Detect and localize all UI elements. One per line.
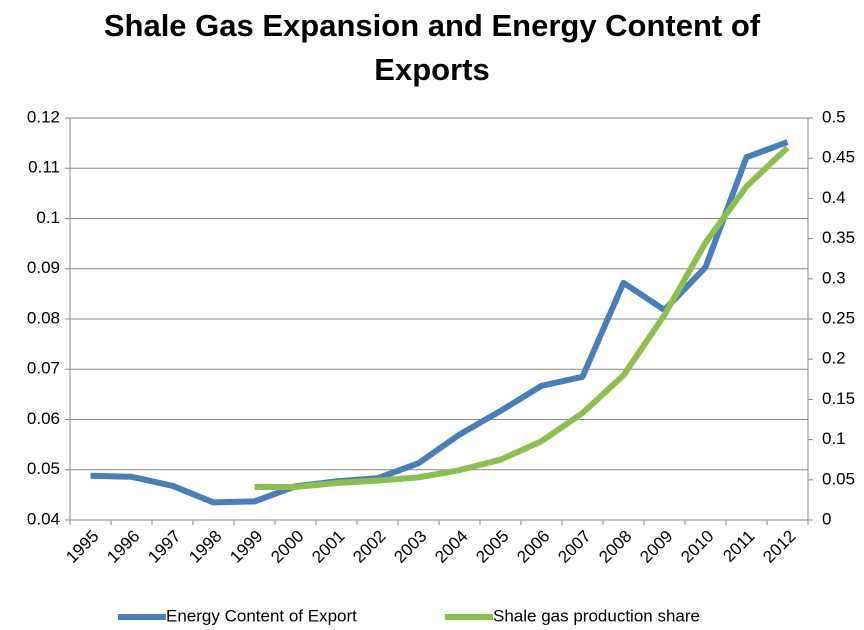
y2-tick-label: 0.15: [822, 389, 855, 408]
x-tick-label: 2003: [390, 527, 430, 567]
x-tick-label: 2005: [472, 527, 512, 567]
x-tick-label: 2010: [677, 527, 717, 567]
y2-tick-label: 0.25: [822, 308, 855, 327]
y2-tick-label: 0.45: [822, 148, 855, 167]
x-tick-label: 1996: [103, 527, 143, 567]
x-tick-label: 1999: [226, 527, 266, 567]
x-tick-label: 2007: [554, 527, 594, 567]
y2-tick-label: 0.5: [822, 107, 846, 126]
y2-tick-label: 0.35: [822, 228, 855, 247]
x-tick-label: 1997: [144, 527, 184, 567]
x-tick-label: 2006: [513, 527, 553, 567]
y-tick-label: 0.09: [27, 258, 60, 277]
legend-label: Energy Content of Export: [166, 606, 357, 625]
y2-tick-label: 0.3: [822, 268, 846, 287]
x-tick-label: 2004: [431, 527, 471, 567]
x-tick-label: 2009: [636, 527, 676, 567]
x-tick-label: 2000: [267, 527, 307, 567]
y-tick-label: 0.12: [27, 107, 60, 126]
x-tick-label: 1998: [185, 527, 225, 567]
y-tick-label: 0.11: [28, 158, 60, 177]
y-tick-label: 0.07: [27, 359, 60, 378]
x-tick-label: 2001: [308, 527, 348, 567]
y2-tick-label: 0.4: [822, 188, 846, 207]
chart-title: Shale Gas Expansion and Energy Content o…: [103, 8, 761, 87]
y2-tick-label: 0.2: [822, 349, 846, 368]
x-tick-label: 2012: [759, 527, 799, 567]
y-tick-label: 0.08: [27, 308, 60, 327]
y2-tick-label: 0.1: [822, 429, 846, 448]
y2-tick-label: 0.05: [822, 469, 855, 488]
y-tick-label: 0.05: [27, 459, 60, 478]
series-line: [254, 145, 790, 491]
x-tick-label: 1995: [62, 527, 102, 567]
y-tick-label: 0.04: [27, 509, 60, 528]
legend-label: Shale gas production share: [493, 606, 700, 625]
y-tick-label: 0.06: [27, 409, 60, 428]
x-tick-label: 2002: [349, 527, 389, 567]
x-tick-label: 2008: [595, 527, 635, 567]
x-tick-label: 2011: [719, 527, 758, 566]
y2-tick-label: 0: [822, 509, 831, 528]
series-line: [90, 139, 789, 506]
y-tick-label: 0.1: [36, 208, 60, 227]
